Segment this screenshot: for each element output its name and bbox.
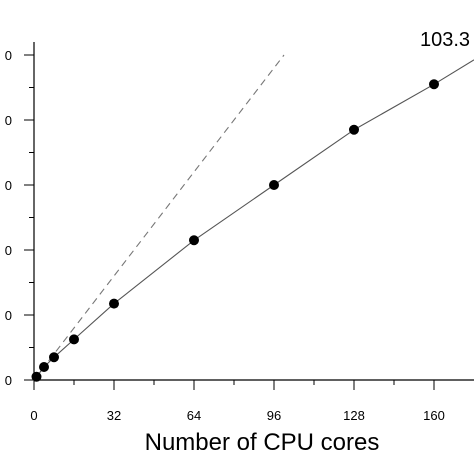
y-tick-label: 0 (5, 373, 12, 388)
value-annotation: 103.3 (420, 29, 470, 51)
y-tick-label: 0 (5, 48, 12, 63)
data-point (49, 352, 59, 363)
data-point (429, 79, 439, 90)
x-axis-title: Number of CPU cores (145, 429, 380, 456)
axes (33, 42, 474, 381)
x-tick-label: 0 (30, 408, 37, 423)
data-point (189, 235, 199, 246)
x-tick-label: 160 (423, 408, 445, 423)
x-tick-label: 32 (107, 408, 121, 423)
data-series (31, 54, 474, 382)
data-point (269, 180, 279, 190)
y-tick-label: 0 (5, 178, 12, 193)
y-tick-label: 0 (5, 113, 12, 128)
x-axis-ticks: 0 32 64 96 128 160 (30, 380, 445, 423)
x-tick-label: 96 (267, 408, 281, 423)
x-tick-label: 64 (187, 408, 201, 423)
y-tick-label: 0 (5, 308, 12, 323)
y-axis-ticks: 0 0 0 0 0 0 (5, 48, 34, 388)
data-point (39, 362, 49, 372)
ideal-scaling-line (33, 54, 285, 381)
measured-speedup-line (36, 59, 474, 378)
data-point (109, 298, 119, 309)
x-tick-label: 128 (343, 408, 365, 423)
y-tick-label: 0 (5, 243, 12, 258)
data-point (31, 371, 42, 382)
data-point (349, 124, 359, 135)
data-point (69, 334, 79, 345)
